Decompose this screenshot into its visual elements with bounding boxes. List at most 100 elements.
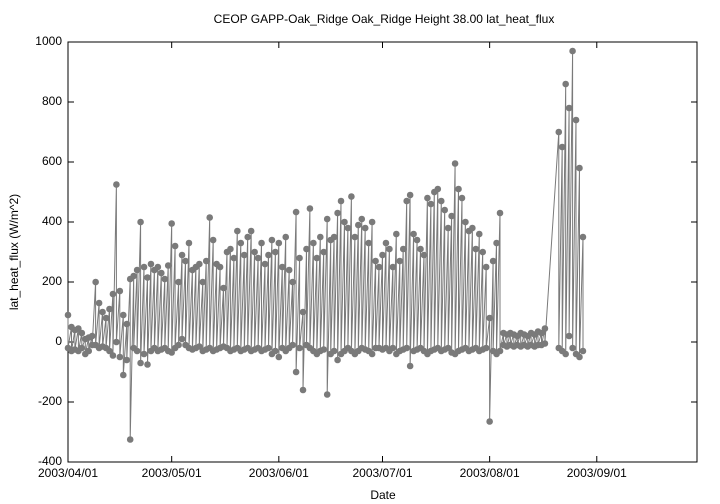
data-point bbox=[538, 329, 545, 337]
data-point bbox=[299, 308, 307, 316]
data-point bbox=[316, 233, 324, 241]
data-point bbox=[330, 233, 338, 241]
data-point bbox=[306, 205, 314, 212]
data-point bbox=[147, 260, 155, 268]
data-point bbox=[341, 218, 348, 226]
data-point bbox=[240, 251, 248, 259]
data-point bbox=[451, 160, 459, 167]
data-point bbox=[119, 371, 127, 379]
data-point bbox=[133, 347, 141, 355]
data-point bbox=[462, 218, 469, 226]
y-tick-label: 800 bbox=[42, 94, 62, 108]
data-point bbox=[227, 245, 234, 253]
data-point bbox=[496, 347, 504, 355]
data-point bbox=[393, 230, 400, 238]
data-point bbox=[113, 338, 120, 346]
data-point bbox=[489, 257, 497, 265]
data-point bbox=[368, 218, 376, 226]
data-point bbox=[323, 215, 331, 223]
y-tick-label: -400 bbox=[38, 454, 62, 468]
data-point bbox=[444, 224, 452, 232]
data-point bbox=[178, 335, 186, 343]
y-tick-label: 600 bbox=[42, 154, 62, 168]
data-point bbox=[175, 341, 182, 349]
data-point bbox=[403, 197, 410, 205]
data-point bbox=[541, 340, 549, 347]
data-point bbox=[285, 266, 293, 274]
data-point bbox=[558, 143, 566, 151]
data-point bbox=[88, 332, 96, 340]
data-point bbox=[382, 239, 390, 247]
data-point bbox=[202, 257, 210, 265]
data-point bbox=[168, 349, 175, 356]
data-point bbox=[275, 239, 283, 247]
data-point bbox=[140, 263, 148, 271]
data-point bbox=[330, 347, 338, 355]
data-point bbox=[410, 230, 417, 238]
data-point bbox=[113, 181, 120, 188]
x-tick-label: 2003/06/01 bbox=[249, 466, 309, 480]
data-point bbox=[164, 262, 172, 269]
data-point bbox=[251, 248, 258, 256]
data-point bbox=[102, 314, 110, 322]
data-point bbox=[75, 325, 82, 332]
data-point bbox=[372, 257, 379, 265]
x-tick-label: 2003/08/01 bbox=[460, 466, 520, 480]
data-point bbox=[482, 344, 490, 352]
data-point bbox=[92, 278, 99, 286]
data-point bbox=[209, 236, 217, 244]
data-point bbox=[258, 239, 265, 247]
data-point bbox=[303, 245, 310, 253]
data-point bbox=[196, 260, 203, 268]
data-point bbox=[133, 266, 141, 274]
data-point bbox=[386, 245, 393, 253]
data-point bbox=[337, 197, 345, 205]
data-point bbox=[320, 346, 328, 353]
data-point bbox=[469, 224, 476, 232]
data-point bbox=[158, 269, 165, 277]
data-point bbox=[171, 242, 179, 250]
data-point bbox=[562, 80, 569, 88]
data-point bbox=[272, 248, 279, 256]
data-point bbox=[175, 278, 182, 286]
y-axis-label: lat_heat_flux (W/m^2) bbox=[7, 194, 21, 310]
x-tick-label: 2003/04/01 bbox=[38, 466, 98, 480]
data-point bbox=[106, 305, 113, 313]
data-point bbox=[261, 260, 269, 268]
data-point bbox=[161, 275, 169, 283]
data-point bbox=[182, 257, 189, 265]
data-point bbox=[576, 164, 583, 172]
data-point bbox=[348, 193, 355, 200]
data-point bbox=[247, 227, 255, 235]
data-point bbox=[244, 233, 252, 241]
data-point bbox=[275, 353, 283, 361]
data-point bbox=[282, 233, 290, 241]
data-point bbox=[106, 347, 113, 355]
x-axis-label: Date bbox=[370, 488, 396, 502]
data-point bbox=[579, 233, 587, 241]
data-point bbox=[434, 185, 442, 193]
data-point bbox=[486, 314, 493, 322]
data-point bbox=[444, 344, 452, 352]
data-point bbox=[437, 197, 445, 205]
data-point bbox=[296, 344, 303, 352]
data-point bbox=[109, 352, 117, 359]
data-point bbox=[479, 248, 487, 256]
data-point bbox=[565, 104, 573, 112]
data-point bbox=[379, 251, 386, 259]
data-point bbox=[85, 347, 93, 355]
data-point bbox=[206, 214, 213, 221]
data-point bbox=[572, 116, 580, 124]
data-point bbox=[289, 341, 296, 349]
data-point bbox=[375, 263, 383, 271]
y-tick-label: 1000 bbox=[35, 34, 62, 48]
data-point bbox=[565, 332, 573, 340]
data-point bbox=[95, 299, 103, 307]
data-point bbox=[334, 209, 341, 217]
data-point bbox=[168, 220, 175, 227]
data-point bbox=[116, 287, 124, 295]
data-point bbox=[64, 311, 72, 319]
data-point bbox=[109, 290, 117, 298]
